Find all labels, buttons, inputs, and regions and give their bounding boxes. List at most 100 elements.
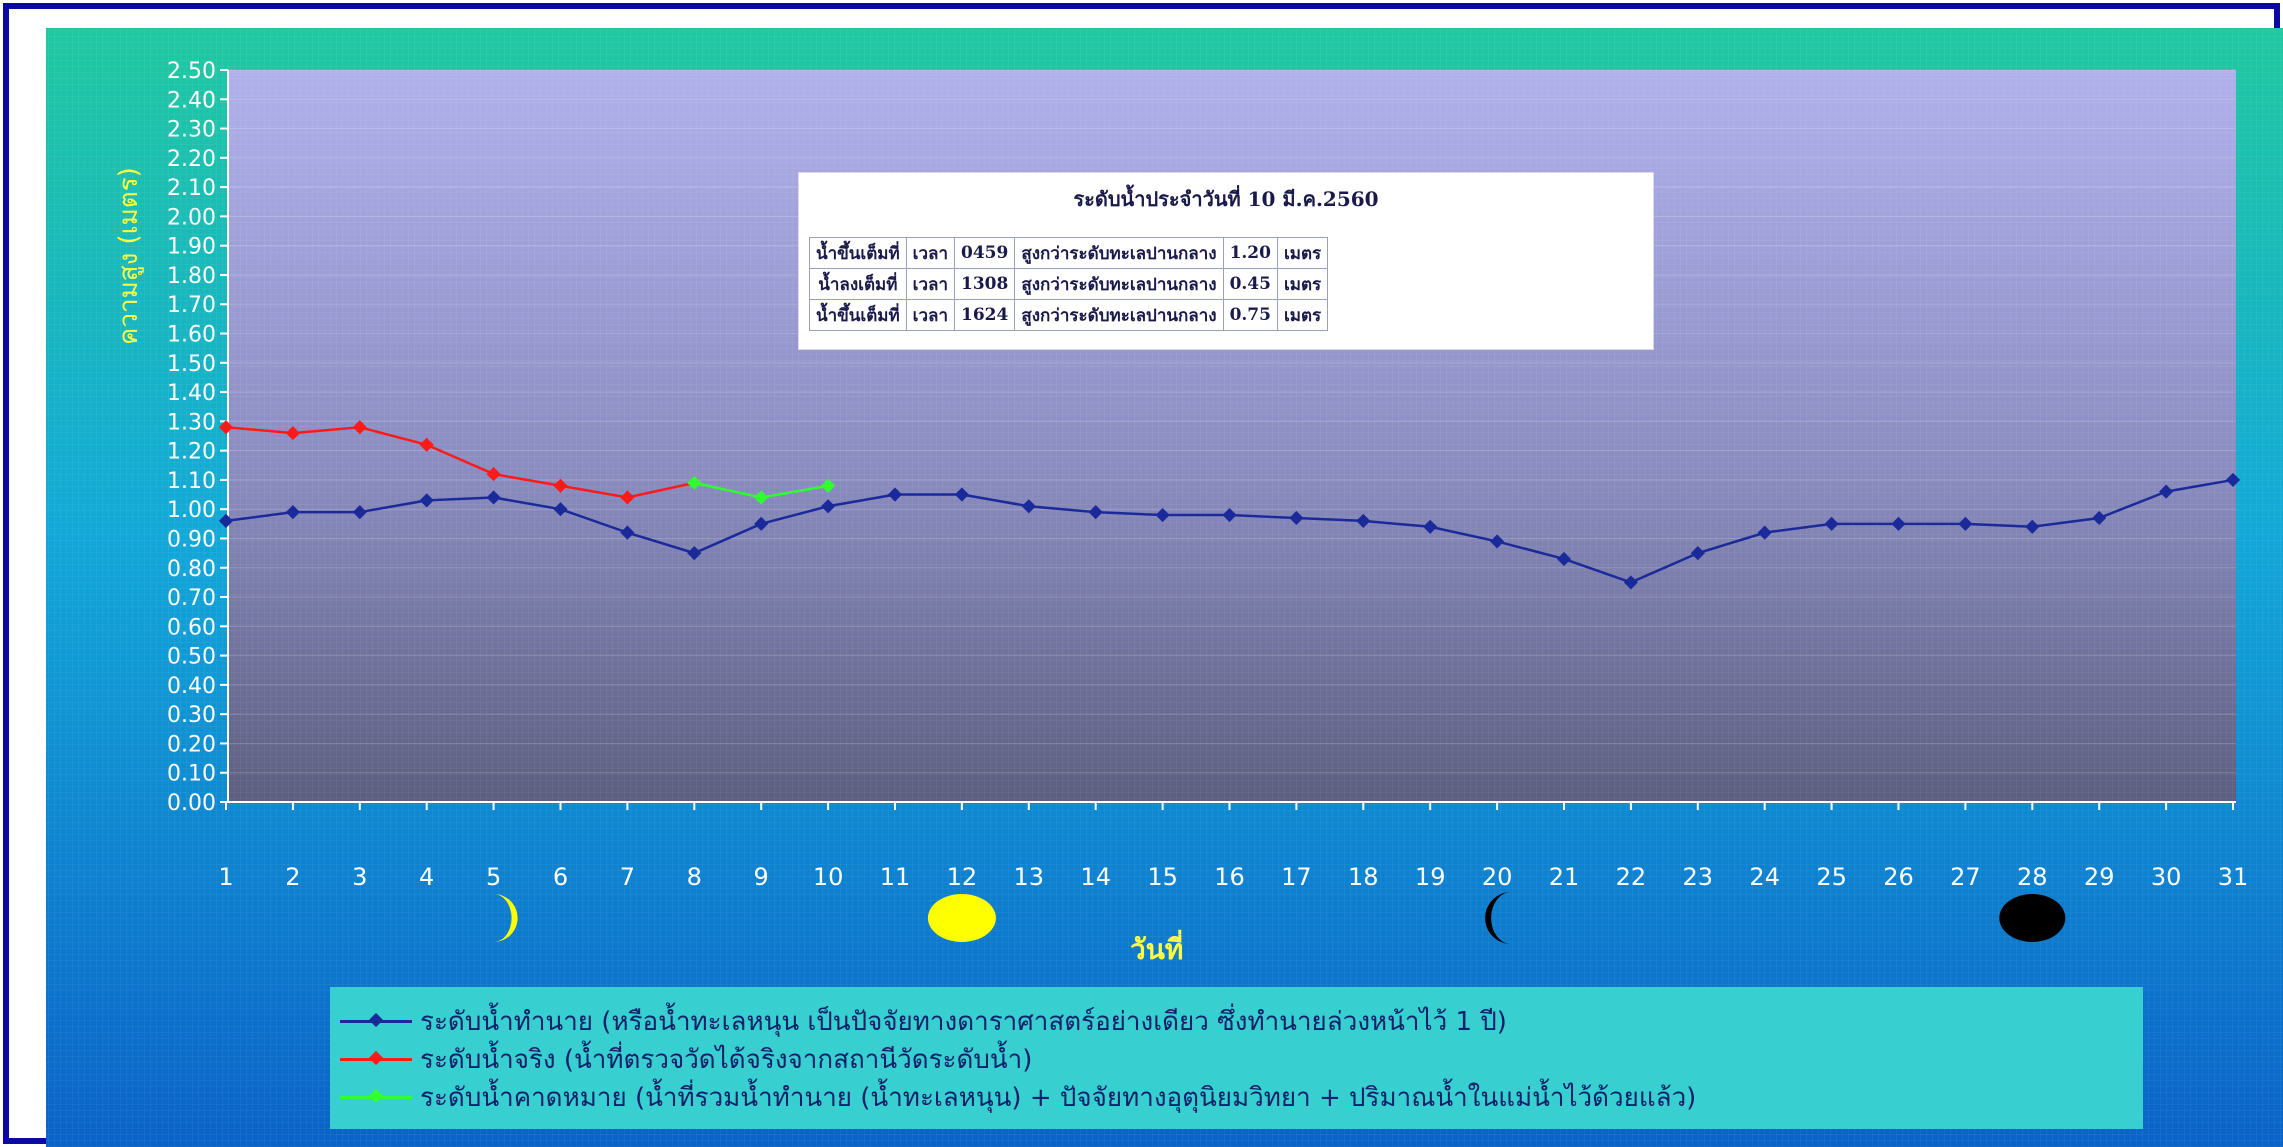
y-tick-label: 1.00 xyxy=(167,498,216,523)
data-point xyxy=(1757,525,1772,540)
data-point xyxy=(821,499,836,514)
y-tick-label: 2.10 xyxy=(167,176,216,201)
x-tick-label: 16 xyxy=(1214,863,1245,891)
table-cell: เวลา xyxy=(905,237,956,269)
legend-label-actual: ระดับน้ำจริง (น้ำที่ตรวจวัดได้จริงจากสถา… xyxy=(420,1044,1033,1075)
data-point xyxy=(1289,510,1304,526)
x-tick-label: 3 xyxy=(352,863,367,891)
y-tick-label: 0.80 xyxy=(167,557,216,582)
y-tick-label: 2.30 xyxy=(167,118,216,143)
legend-marker-forecast xyxy=(368,1088,384,1104)
y-axis-title: ความสูง (เมตร) xyxy=(114,167,144,345)
data-point xyxy=(887,487,903,502)
x-tick-label: 17 xyxy=(1281,863,1312,891)
y-tick-label: 0.90 xyxy=(167,527,216,552)
data-point xyxy=(553,502,568,517)
table-row: น้ำขึ้นเต็มที่ เวลา 0459 สูงกว่าระดับทะเ… xyxy=(809,237,1329,269)
y-tick-label: 1.60 xyxy=(167,323,216,348)
y-tick-label: 0.30 xyxy=(167,703,216,728)
y-tick-label: 1.20 xyxy=(167,440,216,465)
data-point xyxy=(486,490,501,505)
y-tick-label: 1.70 xyxy=(167,293,216,318)
data-point xyxy=(352,420,367,435)
data-point xyxy=(954,487,969,502)
data-point xyxy=(821,478,836,493)
y-tick-label: 1.90 xyxy=(167,235,216,260)
data-point xyxy=(1155,507,1170,523)
legend-marker-actual xyxy=(368,1050,384,1066)
data-point xyxy=(218,420,234,435)
x-tick-label: 26 xyxy=(1883,863,1914,891)
new-moon-icon xyxy=(1999,894,2066,942)
data-point xyxy=(620,490,635,505)
x-tick-label: 1 xyxy=(218,863,233,891)
x-tick-label: 22 xyxy=(1616,863,1647,891)
data-point xyxy=(1222,507,1237,523)
table-cell: น้ำขึ้นเต็มที่ xyxy=(809,299,907,331)
data-point xyxy=(1490,534,1505,549)
data-point xyxy=(419,437,434,452)
table-cell: 0459 xyxy=(953,237,1016,269)
y-tick-label: 0.60 xyxy=(167,615,216,640)
full-moon-icon xyxy=(927,894,996,942)
x-tick-label: 11 xyxy=(880,863,911,891)
table-row: น้ำขึ้นเต็มที่ เวลา 1624 สูงกว่าระดับทะเ… xyxy=(809,299,1329,331)
y-tick-label: 1.50 xyxy=(167,352,216,377)
x-tick-label: 27 xyxy=(1950,863,1981,891)
data-point xyxy=(486,466,501,482)
x-tick-label: 9 xyxy=(754,863,769,891)
table-cell: 0.45 xyxy=(1222,268,1278,300)
table-cell: เมตร xyxy=(1276,268,1329,300)
table-cell: 1.20 xyxy=(1222,237,1278,269)
data-point xyxy=(620,525,635,540)
table-cell: 1308 xyxy=(953,268,1016,300)
data-point xyxy=(2025,519,2040,534)
x-tick-label: 2 xyxy=(285,863,300,891)
y-tick-label: 2.50 xyxy=(167,59,216,84)
x-tick-label: 28 xyxy=(2017,863,2048,891)
crescent-moon-icon xyxy=(493,894,518,942)
y-tick-label: 1.10 xyxy=(167,469,216,494)
y-tick-label: 0.50 xyxy=(167,645,216,670)
y-tick-label: 0.70 xyxy=(167,586,216,611)
x-tick-label: 4 xyxy=(419,863,434,891)
data-point xyxy=(1690,546,1705,561)
x-tick-label: 25 xyxy=(1816,863,1847,891)
x-tick-label: 30 xyxy=(2151,863,2182,891)
x-axis-title: วันที่ xyxy=(1130,933,1184,966)
legend-label-forecast: ระดับน้ำคาดหมาย (น้ำที่รวมน้ำทำนาย (น้ำท… xyxy=(420,1082,1697,1113)
y-tick-label: 1.30 xyxy=(167,410,216,435)
info-title: ระดับน้ำประจำวันที่ 10 มี.ค.2560 xyxy=(1073,187,1379,211)
x-tick-label: 7 xyxy=(620,863,635,891)
data-point xyxy=(1556,551,1572,567)
table-cell: 0.75 xyxy=(1222,299,1278,331)
x-tick-label: 23 xyxy=(1683,863,1714,891)
data-point xyxy=(352,505,367,520)
table-cell: เมตร xyxy=(1276,299,1329,331)
table-cell: สูงกว่าระดับทะเลปานกลาง xyxy=(1014,268,1224,300)
x-tick-label: 29 xyxy=(2084,863,2115,891)
data-point xyxy=(1088,505,1103,520)
table-cell: เวลา xyxy=(905,299,956,331)
data-point xyxy=(687,546,702,561)
y-tick-label: 0.10 xyxy=(167,762,216,787)
data-point xyxy=(218,513,234,528)
data-point xyxy=(1356,513,1371,528)
y-tick-label: 1.40 xyxy=(167,381,216,406)
table-cell: สูงกว่าระดับทะเลปานกลาง xyxy=(1014,237,1224,269)
data-point xyxy=(1623,575,1638,590)
data-point xyxy=(754,490,769,505)
series-line-1 xyxy=(225,425,695,499)
x-tick-label: 12 xyxy=(947,863,978,891)
x-tick-label: 13 xyxy=(1014,863,1045,891)
y-tick-label: 0.20 xyxy=(167,732,216,757)
x-tick-label: 24 xyxy=(1749,863,1780,891)
x-tick-label: 5 xyxy=(486,863,501,891)
data-point xyxy=(285,426,300,441)
data-point xyxy=(553,478,568,493)
x-tick-label: 19 xyxy=(1415,863,1446,891)
data-point xyxy=(419,493,434,508)
data-point xyxy=(754,516,769,531)
table-cell: 1624 xyxy=(953,299,1016,331)
